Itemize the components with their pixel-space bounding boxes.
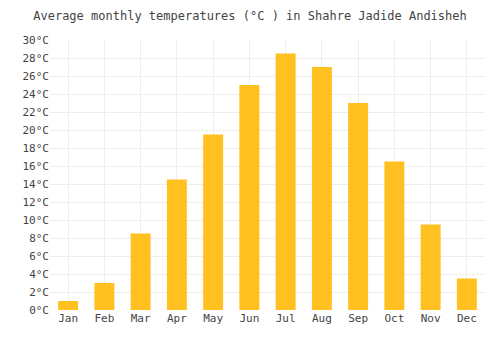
svg-text:Apr: Apr <box>167 312 187 325</box>
svg-text:16°C: 16°C <box>23 160 50 173</box>
svg-text:6°C: 6°C <box>29 250 49 263</box>
svg-text:24°C: 24°C <box>23 88 50 101</box>
svg-text:8°C: 8°C <box>29 232 49 245</box>
svg-text:28°C: 28°C <box>23 52 50 65</box>
svg-text:Sep: Sep <box>348 312 368 325</box>
svg-text:Nov: Nov <box>421 312 441 325</box>
svg-text:30°C: 30°C <box>23 34 50 47</box>
svg-text:Average monthly temperatures (: Average monthly temperatures (°C ) in Sh… <box>33 9 466 23</box>
svg-text:May: May <box>203 312 223 325</box>
svg-text:Jan: Jan <box>58 312 78 325</box>
svg-text:12°C: 12°C <box>23 196 50 209</box>
svg-text:Dec: Dec <box>457 312 477 325</box>
svg-text:20°C: 20°C <box>23 124 50 137</box>
svg-text:0°C: 0°C <box>29 304 49 317</box>
svg-text:26°C: 26°C <box>23 70 50 83</box>
svg-text:14°C: 14°C <box>23 178 50 191</box>
svg-text:Oct: Oct <box>384 312 404 325</box>
svg-text:4°C: 4°C <box>29 268 49 281</box>
svg-text:Feb: Feb <box>94 312 114 325</box>
svg-text:Mar: Mar <box>131 312 151 325</box>
svg-text:Jul: Jul <box>276 312 296 325</box>
svg-text:22°C: 22°C <box>23 106 50 119</box>
svg-text:18°C: 18°C <box>23 142 50 155</box>
svg-text:Aug: Aug <box>312 312 332 325</box>
svg-text:Jun: Jun <box>239 312 259 325</box>
svg-text:2°C: 2°C <box>29 286 49 299</box>
svg-text:10°C: 10°C <box>23 214 50 227</box>
